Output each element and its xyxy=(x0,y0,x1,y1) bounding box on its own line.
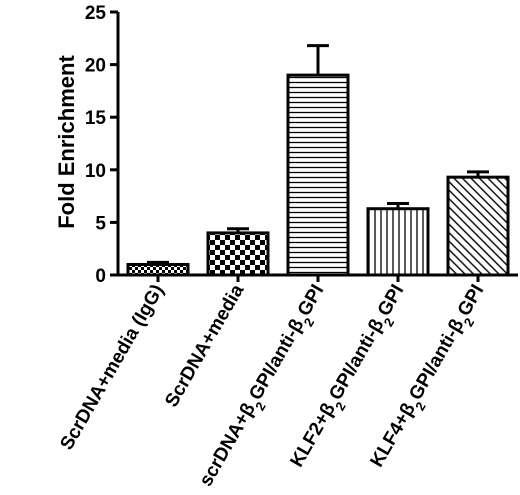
y-tick-label: 5 xyxy=(95,213,106,234)
y-tick-label: 20 xyxy=(85,56,106,77)
y-axis: 0 5 10 15 20 25 xyxy=(85,3,120,287)
y-tick-label: 25 xyxy=(85,3,107,24)
y-tick-label: 15 xyxy=(85,108,107,129)
bar xyxy=(446,175,510,277)
bar xyxy=(206,231,270,277)
bars xyxy=(126,44,510,277)
bar xyxy=(126,262,190,277)
x-axis xyxy=(118,273,518,282)
category-label: ScrDNA+media (IgG) xyxy=(56,281,168,454)
y-tick-label: 10 xyxy=(85,161,106,182)
y-tick-label: 0 xyxy=(95,266,106,287)
bar xyxy=(286,73,350,277)
category-labels: ScrDNA+media (IgG)ScrDNA+mediascrDNA+β2G… xyxy=(56,281,488,490)
bar xyxy=(366,207,430,277)
y-axis-label: Fold Enrichment xyxy=(54,55,79,229)
category-label: ScrDNA+media xyxy=(161,281,248,411)
